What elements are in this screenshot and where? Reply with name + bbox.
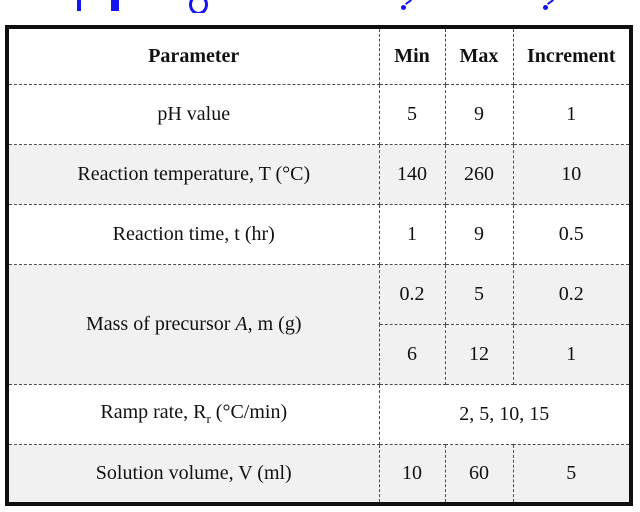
caption-descender-fragment [543, 0, 555, 11]
increment-cell: 5 [512, 443, 632, 505]
parameter-text: (°C/min) [210, 401, 288, 423]
max-cell: 5 [444, 263, 514, 325]
min-cell: 10 [378, 443, 446, 505]
max-cell: 60 [444, 443, 514, 505]
parameter-cell: Ramp rate, Rr (°C/min) [6, 383, 380, 445]
table-row-reaction-temperature: Reaction temperature, T (°C) 140 260 10 [6, 143, 632, 205]
max-cell: 9 [444, 83, 514, 145]
min-cell: 140 [378, 143, 446, 205]
table-row-ph: pH value 5 9 1 [6, 83, 632, 145]
parameter-cell: Reaction temperature, T (°C) [6, 143, 380, 205]
merged-values-cell: 2, 5, 10, 15 [378, 383, 632, 445]
min-cell: 5 [378, 83, 446, 145]
parameter-cell: Solution volume, V (ml) [6, 443, 380, 505]
header-row: Parameter Min Max Increment [6, 26, 632, 85]
parameter-text: , m (g) [247, 312, 302, 335]
caption-descender-fragment [111, 0, 119, 11]
table-row-solution-volume: Solution volume, V (ml) 10 60 5 [6, 443, 632, 505]
min-cell: 0.2 [378, 263, 446, 325]
parameter-text: Ramp rate, R [100, 401, 207, 423]
parameter-cell: pH value [6, 83, 380, 145]
column-header-parameter: Parameter [6, 26, 380, 85]
max-cell: 12 [444, 323, 514, 385]
caption-descender-fragment [77, 0, 81, 11]
column-header-min: Min [378, 26, 446, 85]
parameter-table: Parameter Min Max Increment pH value 5 9… [5, 25, 633, 506]
increment-cell: 0.2 [512, 263, 632, 325]
column-header-increment: Increment [512, 26, 632, 85]
caption-descender-fragment [189, 0, 208, 13]
parameter-symbol: A [235, 312, 248, 335]
increment-cell: 0.5 [512, 203, 632, 265]
parameter-subscript: r [206, 411, 211, 426]
max-cell: 9 [444, 203, 514, 265]
min-cell: 6 [378, 323, 446, 385]
increment-cell: 10 [512, 143, 632, 205]
cropped-caption [0, 0, 640, 13]
increment-cell: 1 [512, 83, 632, 145]
parameter-text: Mass of precursor [85, 312, 236, 335]
min-cell: 1 [378, 203, 446, 265]
table-row-ramp-rate: Ramp rate, Rr (°C/min) 2, 5, 10, 15 [6, 383, 632, 445]
table-row-mass-precursor-sub1: Mass of precursor A, m (g) 0.2 5 0.2 [6, 263, 632, 385]
parameter-cell: Reaction time, t (hr) [6, 203, 380, 265]
column-header-max: Max [444, 26, 514, 85]
max-cell: 260 [444, 143, 514, 205]
table-row-reaction-time: Reaction time, t (hr) 1 9 0.5 [6, 203, 632, 265]
parameter-cell: Mass of precursor A, m (g) [6, 263, 380, 385]
increment-cell: 1 [512, 323, 632, 385]
caption-descender-fragment [401, 0, 413, 11]
